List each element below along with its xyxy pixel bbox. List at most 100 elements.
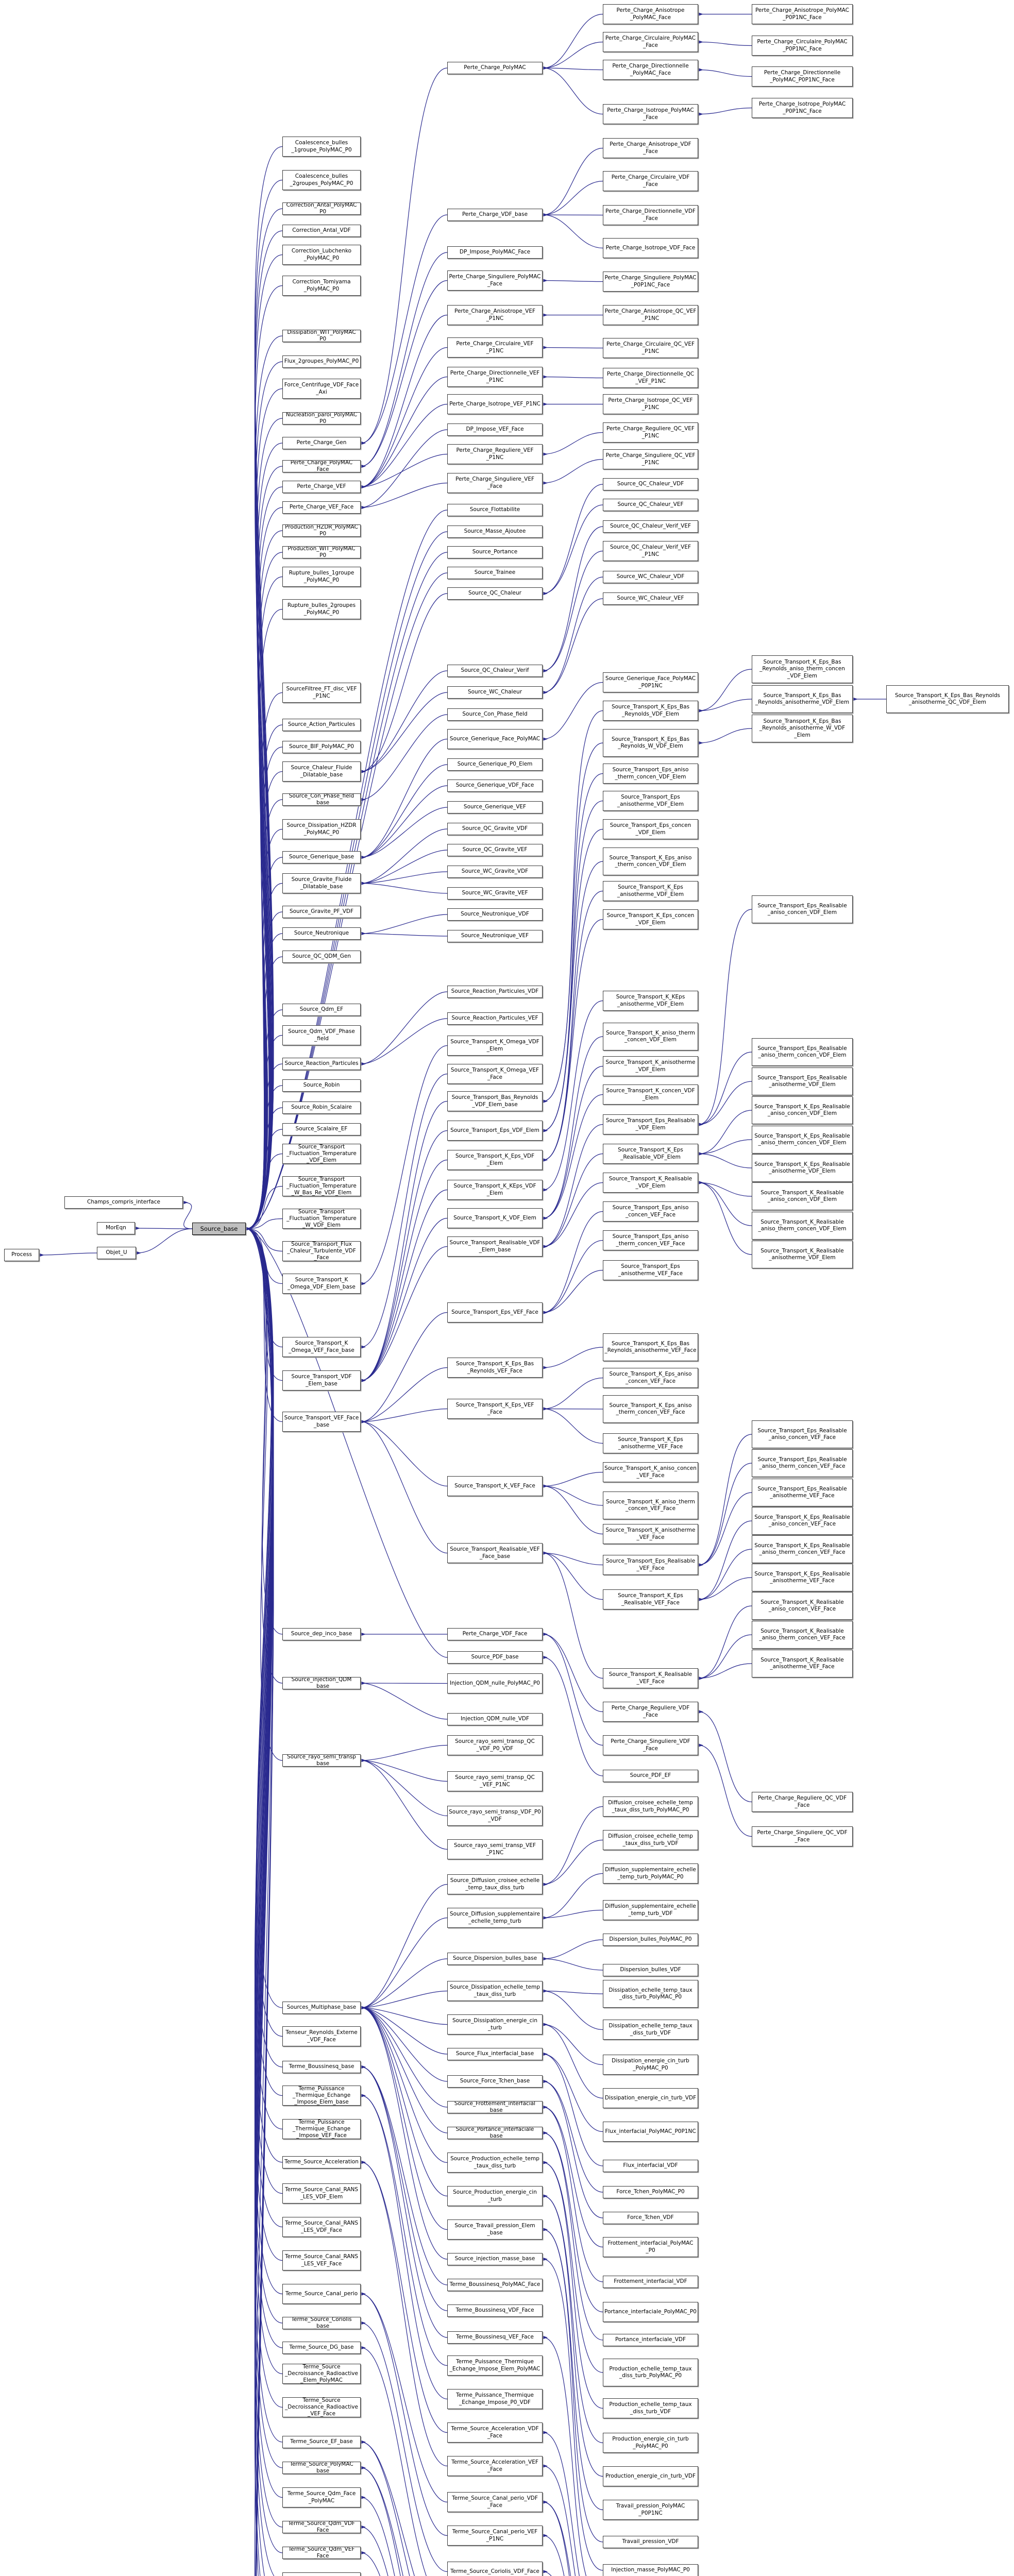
graph-node[interactable]: Source​_Transport​_K​_Eps​_Bas​_Reynolds… xyxy=(447,1358,543,1378)
graph-node[interactable]: Diffusion​_supplementaire​_echelle​_temp… xyxy=(603,1863,698,1884)
graph-node[interactable]: Diffusion​_supplementaire​_echelle​_temp… xyxy=(603,1900,698,1920)
graph-node[interactable]: Terme​_Boussinesq​_PolyMAC​_Face xyxy=(447,2279,543,2291)
graph-node[interactable]: Perte​_Charge​_VEF​_Face xyxy=(282,501,361,514)
graph-node[interactable]: Source​_Transport​_Eps​_Realisable​_VEF​… xyxy=(603,1555,698,1575)
graph-node[interactable]: Dissipation​_echelle​_temp​_taux​_diss​_… xyxy=(603,2020,698,2040)
graph-node[interactable]: Source​_Flottabilite xyxy=(447,504,543,516)
graph-node[interactable]: Source​_Transport​_VDF​_Elem​_base xyxy=(282,1370,361,1391)
graph-node[interactable]: Portance​_interfaciale​_PolyMAC​_P0 xyxy=(603,2302,698,2322)
graph-node[interactable]: Source​_QC​_Chaleur​_Verif​_VEF​_P1NC xyxy=(603,541,698,561)
graph-node[interactable]: Source​_Transport​_K​_Eps​_anisotherme​_… xyxy=(603,881,698,901)
graph-node[interactable]: Production​_energie​_cin​_turb​_PolyMAC​… xyxy=(603,2433,698,2453)
graph-node[interactable]: Frottement​_interfacial​_VDF xyxy=(603,2276,698,2288)
graph-node[interactable]: Source​_Transport​_K​_Eps​_anisotherme​_… xyxy=(603,1433,698,1453)
graph-node[interactable]: Perte​_Charge​_Singuliere​_PolyMAC​_P0P1… xyxy=(603,272,698,292)
graph-node[interactable]: Terme​_Source​_Canal​_RANS​_LES​_VEF​_Fa… xyxy=(282,2250,361,2270)
graph-node[interactable]: Source​_Action​_Particules xyxy=(282,719,361,731)
graph-node[interactable]: Terme​_Source​_Decroissance​_Radioactive… xyxy=(282,2364,361,2384)
graph-node[interactable]: Source​_Reaction​_Particules xyxy=(282,1058,361,1070)
graph-node[interactable]: Perte​_Charge​_Isotrope​_VEF​_P1NC xyxy=(447,394,543,414)
graph-node[interactable]: Source​_rayo​_semi​_transp​_QC​_VDF​_P0​… xyxy=(447,1735,543,1755)
graph-node[interactable]: Perte​_Charge​_Isotrope​_QC​_VEF​_P1NC xyxy=(603,394,698,414)
graph-node[interactable]: Terme​_Source​_Qdm​_lambdaup​_VEF​_Face xyxy=(282,2572,361,2576)
graph-node[interactable]: Perte​_Charge​_VDF​_Face xyxy=(447,1628,543,1640)
graph-node[interactable]: Source​_QC​_Chaleur​_Verif xyxy=(447,665,543,677)
graph-node[interactable]: Terme​_Source​_Qdm​_VEF​_Face xyxy=(282,2547,361,2559)
graph-node[interactable]: Source​_Force​_Tchen​_base xyxy=(447,2075,543,2088)
graph-node[interactable]: Source​_Transport​_K​_Realisable​_VDF​_E… xyxy=(603,1173,698,1193)
graph-node[interactable]: Dispersion​_bulles​_VDF xyxy=(603,1964,698,1976)
graph-node[interactable]: Terme​_Source​_Canal​_perio​_VEF​_P1NC xyxy=(447,2526,543,2546)
graph-node[interactable]: Terme​_Source​_Qdm​_VDF​_Face xyxy=(282,2521,361,2533)
graph-node[interactable]: Source​_Masse​_Ajoutee xyxy=(447,526,543,538)
graph-node[interactable]: Source​_Transport​_K​_concen​_VDF​_Elem xyxy=(603,1084,698,1105)
graph-node[interactable]: Source​_Transport​_K​_Omega​_VDF​_Elem xyxy=(447,1036,543,1056)
graph-node[interactable]: Source​_Transport​_Fluctuation​_Temperat… xyxy=(282,1209,361,1229)
graph-node[interactable]: Source​_Gravite​_Fluide​_Dilatable​_base xyxy=(282,873,361,893)
graph-node[interactable]: Dissipation​_WIT​_PolyMAC​_P0 xyxy=(282,330,361,342)
graph-node[interactable]: Correction​_Antal​_VDF xyxy=(282,225,361,237)
graph-node[interactable]: Source​_Transport​_K​_Eps​_aniso​_therm​… xyxy=(603,848,698,875)
graph-node[interactable]: Source​_Trainee xyxy=(447,567,543,579)
graph-node[interactable]: Perte​_Charge​_Reguliere​_QC​_VEF​_P1NC xyxy=(603,422,698,443)
graph-node[interactable]: Terme​_Source​_Canal​_RANS​_LES​_VDF​_Fa… xyxy=(282,2217,361,2237)
graph-node[interactable]: Terme​_Source​_Coriolis​_VDF​_Face xyxy=(447,2562,543,2576)
graph-node[interactable]: Process xyxy=(4,1249,39,1261)
graph-node[interactable]: Source​_Transport​_Eps​_Realisable​_VDF​… xyxy=(603,1114,698,1134)
graph-node[interactable]: Source​_Transport​_Eps​_VEF​_Face xyxy=(447,1302,543,1323)
graph-node[interactable]: Source​_Reaction​_Particules​_VEF xyxy=(447,1012,543,1025)
graph-node[interactable]: Source​_QC​_Chaleur​_VEF xyxy=(603,499,698,511)
graph-node[interactable]: Source​_Transport​_K​_Omega​_VEF​_Face xyxy=(447,1064,543,1084)
graph-node[interactable]: Terme​_Source​_DG​_base xyxy=(282,2342,361,2354)
graph-node[interactable]: Production​_energie​_cin​_turb​_VDF xyxy=(603,2466,698,2486)
graph-node[interactable]: Source​_Con​_Phase​_field xyxy=(447,708,543,721)
graph-node[interactable]: Perte​_Charge​_Singuliere​_VEF​_Face xyxy=(447,473,543,493)
graph-node[interactable]: Source​_Transport​_K​_anisotherme​_VEF​_… xyxy=(603,1524,698,1544)
graph-node[interactable]: Perte​_Charge​_Anisotrope​_PolyMAC​_P0P1… xyxy=(752,4,853,24)
graph-node[interactable]: Perte​_Charge​_Circulaire​_PolyMAC​_Face xyxy=(603,32,698,52)
graph-node[interactable]: Source​_Transport​_K​_Eps​_Bas​_Reynolds… xyxy=(603,729,698,757)
graph-node[interactable]: Perte​_Charge​_Circulaire​_VEF​_P1NC xyxy=(447,337,543,358)
graph-node[interactable]: Source​_Reaction​_Particules​_VDF xyxy=(447,986,543,998)
graph-node[interactable]: Source​_Transport​_K​_KEps​_VDF​_Elem xyxy=(447,1180,543,1200)
graph-node[interactable]: Source​_Transport​_Eps​_aniso​_therm​_co… xyxy=(603,1230,698,1250)
graph-node[interactable]: Source​_Transport​_Realisable​_VDF​_Elem… xyxy=(447,1236,543,1257)
graph-node[interactable]: Objet​_U xyxy=(97,1247,136,1259)
graph-node[interactable]: Perte​_Charge​_Directionnelle​_PolyMAC​_… xyxy=(752,66,853,87)
graph-node[interactable]: Perte​_Charge​_VEF xyxy=(282,481,361,493)
graph-node[interactable]: Source​_QC​_Chaleur​_VDF xyxy=(603,478,698,490)
graph-node[interactable]: Production​_echelle​_temp​_taux​_diss​_t… xyxy=(603,2359,698,2386)
graph-node[interactable]: Source​_Transport​_Eps​_Realisable​_anis… xyxy=(752,1067,853,1095)
graph-node[interactable]: Source​_Portance xyxy=(447,546,543,558)
graph-node[interactable]: Source​_Transport​_K​_Eps​_Realisable​_a… xyxy=(752,1126,853,1154)
graph-node[interactable]: Source​_rayo​_semi​_transp​_base xyxy=(282,1754,361,1767)
graph-node[interactable]: Source​_QC​_Chaleur xyxy=(447,587,543,600)
graph-node[interactable]: Source​_Transport​_K​_Eps​_Bas​_Reynolds… xyxy=(603,1333,698,1361)
graph-node[interactable]: Terme​_Source​_Acceleration xyxy=(282,2156,361,2168)
graph-node[interactable]: Source​_Transport​_K​_Realisable​_VEF​_F… xyxy=(603,1668,698,1688)
graph-node[interactable]: Source​_Production​_echelle​_temp​_taux​… xyxy=(447,2153,543,2173)
graph-node[interactable]: Source​_Transport​_K​_Eps​_Realisable​_a… xyxy=(752,1096,853,1124)
graph-node[interactable]: Source​_rayo​_semi​_transp​_VDF​_P0​_VDF xyxy=(447,1806,543,1826)
graph-node[interactable]: Source​_Transport​_K​_Eps​_concen​_VDF​_… xyxy=(603,909,698,929)
graph-node[interactable]: Correction​_Lubchenko​_PolyMAC​_P0 xyxy=(282,245,361,265)
graph-node[interactable]: Source​_Transport​_K​_Eps​_Realisable​_V… xyxy=(603,1144,698,1164)
graph-node[interactable]: Source​_QC​_QDM​_Gen xyxy=(282,951,361,963)
graph-node[interactable]: Source​_Transport​_Eps​_Realisable​_anis… xyxy=(752,1420,853,1448)
graph-node[interactable]: Source​_WC​_Chaleur​_VEF xyxy=(603,592,698,605)
graph-node[interactable]: Source​_WC​_Chaleur xyxy=(447,686,543,699)
graph-node[interactable]: Rupture​_bulles​_1groupe​_PolyMAC​_P0 xyxy=(282,567,361,587)
graph-node[interactable]: Production​_WIT​_PolyMAC​_P0 xyxy=(282,546,361,558)
graph-node[interactable]: Source​_Transport​_K​_Eps​_Realisable​_a… xyxy=(752,1507,853,1535)
graph-node[interactable]: Perte​_Charge​_Directionnelle​_PolyMAC​_… xyxy=(603,60,698,80)
graph-node[interactable]: Champs​_compris​_interface xyxy=(64,1196,183,1209)
graph-node[interactable]: Flux​_interfacial​_VDF xyxy=(603,2160,698,2172)
graph-node[interactable]: Perte​_Charge​_Anisotrope​_QC​_VEF​_P1NC xyxy=(603,305,698,325)
graph-node[interactable]: Source​_Transport​_K​_Eps​_Bas​_Reynolds… xyxy=(886,685,1009,713)
graph-node[interactable]: Source​_Transport​_K​_Omega​_VDF​_Elem​_… xyxy=(282,1274,361,1294)
graph-node[interactable]: Source​_Transport​_K​_Realisable​_aniso​… xyxy=(752,1621,853,1649)
graph-node[interactable]: MorEqn xyxy=(97,1222,135,1234)
graph-node[interactable]: Source​_Transport​_Fluctuation​_Temperat… xyxy=(282,1176,361,1196)
graph-node[interactable]: Source​_Dissipation​_energie​_cin​_turb xyxy=(447,2014,543,2035)
graph-node[interactable]: Source​_Transport​_K​_Realisable​_aniso​… xyxy=(752,1182,853,1210)
